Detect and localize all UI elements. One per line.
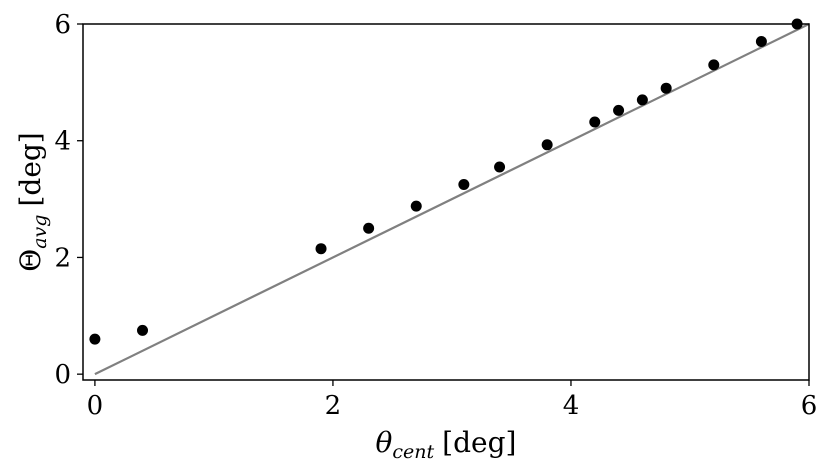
- data-point: [755, 36, 767, 48]
- x-tick-label: 2: [325, 391, 342, 421]
- y-tick-label: 2: [54, 243, 71, 273]
- y-tick-label: 0: [54, 360, 71, 390]
- plot-frame: [82, 23, 810, 381]
- data-point: [541, 139, 553, 151]
- plot-area: [89, 18, 810, 376]
- y-axis: 0 2 4 6: [54, 10, 83, 390]
- data-point: [494, 161, 506, 173]
- data-point: [89, 333, 101, 345]
- data-point: [613, 104, 625, 116]
- x-tick-label: 4: [563, 391, 580, 421]
- x-tick-label: 6: [801, 391, 818, 421]
- y-axis-label: Θavg[deg]: [14, 132, 51, 271]
- x-axis-label: θcent [deg]: [376, 426, 517, 463]
- reference-line: [94, 23, 810, 376]
- data-point: [458, 178, 470, 190]
- data-point: [137, 324, 149, 336]
- data-point: [410, 200, 422, 212]
- x-tick-label: 0: [87, 391, 104, 421]
- y-tick-label: 4: [54, 127, 71, 157]
- data-point: [315, 243, 327, 255]
- data-point: [363, 222, 375, 234]
- data-point: [589, 116, 601, 128]
- data-point: [708, 59, 720, 71]
- x-axis: 0 2 4 6: [87, 380, 818, 421]
- y-tick-label: 6: [54, 10, 71, 40]
- data-point: [636, 94, 648, 106]
- data-point: [660, 82, 672, 94]
